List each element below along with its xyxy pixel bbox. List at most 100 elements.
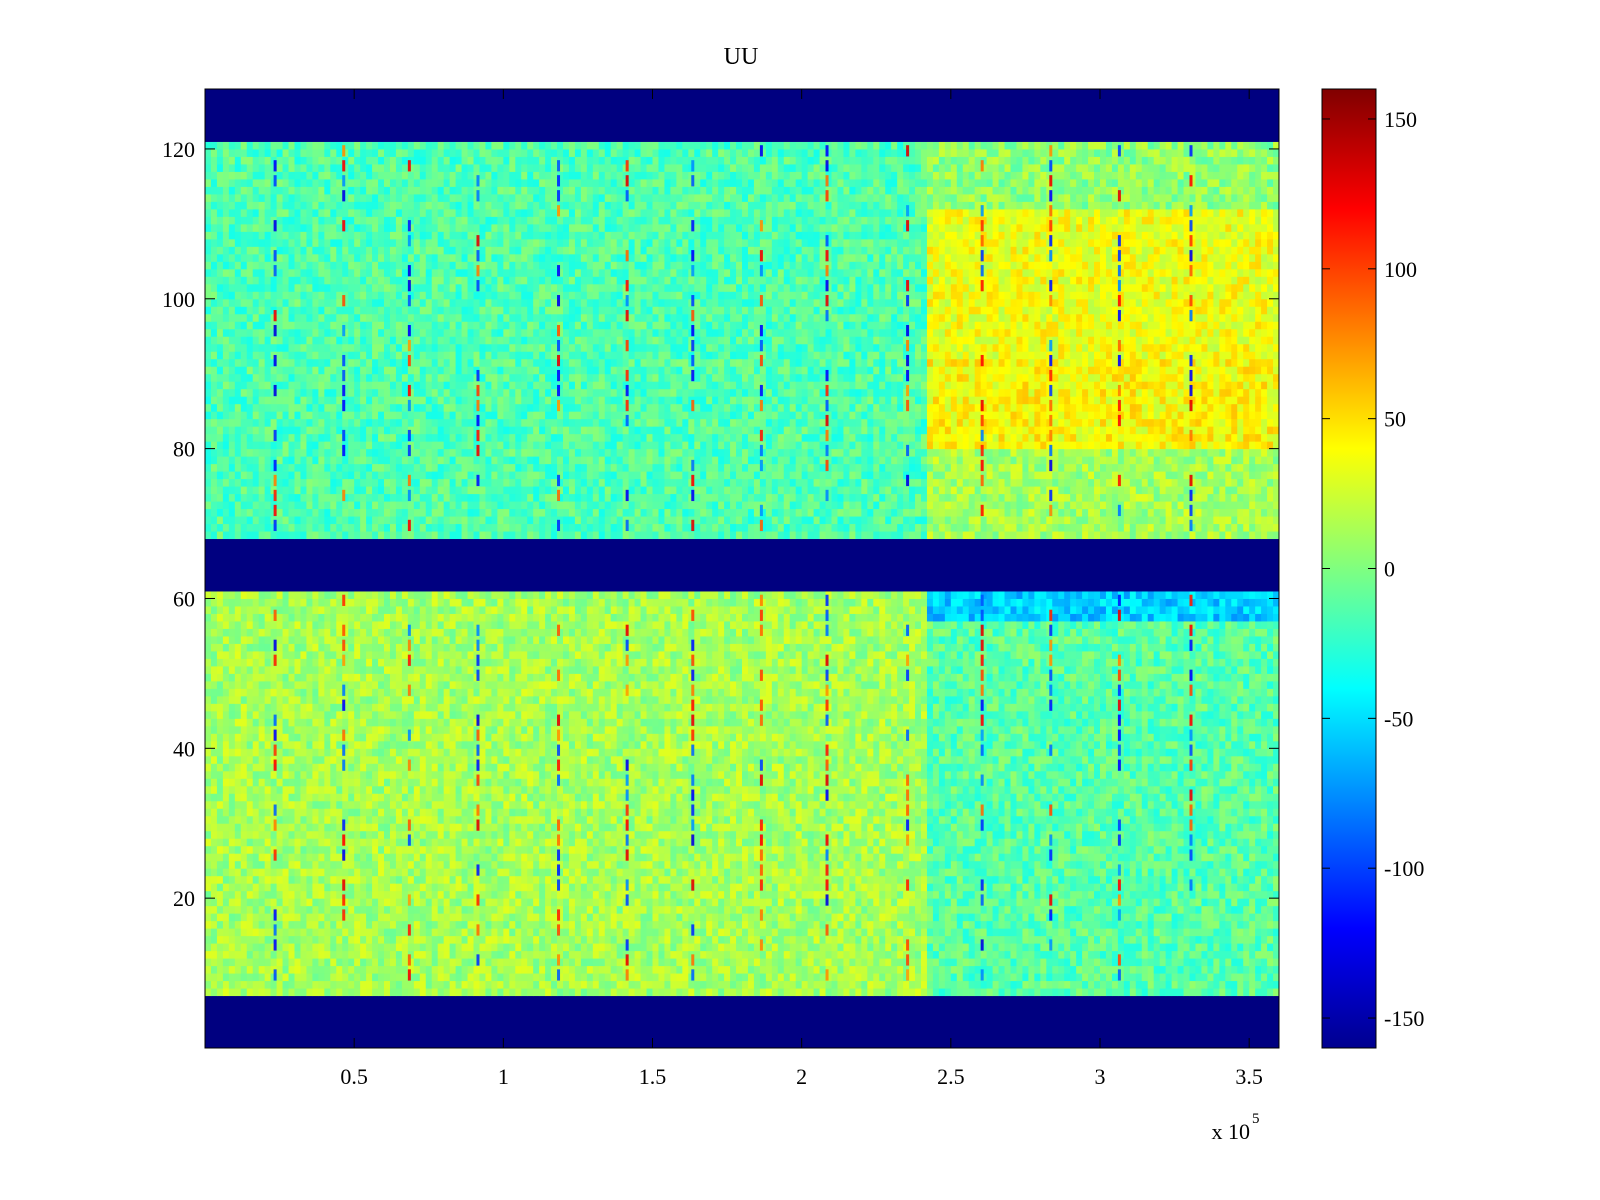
heatmap-cell [1111,823,1119,832]
heatmap-cell [712,830,719,839]
heatmap-cell [753,890,761,899]
heatmap-cell [1064,875,1071,884]
heatmap-cell [1225,890,1232,899]
heatmap-cell [1070,965,1077,974]
heatmap-cell [783,883,791,892]
heatmap-cell [1201,943,1208,952]
heatmap-cell [1273,988,1280,997]
heatmap-cell [228,830,236,839]
heatmap-cell [1105,808,1113,817]
heatmap-cell [312,890,319,899]
heatmap-cell [1207,815,1214,824]
heatmap-cell [837,875,844,884]
heatmap-cell [1105,830,1113,839]
heatmap-cell [646,868,653,877]
heatmap-cell [557,845,564,854]
heatmap-cell [342,943,349,952]
heatmap-cell [312,920,319,929]
heatmap-cell [962,860,970,869]
heatmap-cell [1159,890,1167,899]
heatmap-cell [855,988,862,997]
heatmap-cell [425,965,433,974]
heatmap-cell [1183,913,1190,922]
heatmap-cell [503,838,510,847]
heatmap-cell [837,958,844,967]
heatmap-cell [1225,913,1232,922]
heatmap-cell [545,905,552,914]
heatmap-cell [926,808,934,817]
heatmap-cell [736,868,743,877]
heatmap-cell [258,958,266,967]
heatmap-cell [795,950,803,959]
heatmap-cell [1177,965,1185,974]
heatmap-cell [873,838,880,847]
heatmap-cell [539,785,546,794]
heatmap-cell [825,823,832,832]
heatmap-cell [1082,958,1089,967]
heatmap-cell [1189,868,1196,877]
heatmap-cell [1255,898,1262,907]
heatmap-cell [401,943,409,952]
heatmap-cell [706,860,713,869]
heatmap-cell [1231,838,1238,847]
heatmap-cell [1076,973,1083,982]
heatmap-cell [348,950,355,959]
heatmap-cell [461,838,469,847]
heatmap-cell [670,800,677,809]
heatmap-cell [789,808,797,817]
heatmap-cell [1070,928,1077,937]
heatmap-cell [1153,928,1161,937]
heatmap-cell [1082,890,1089,899]
heatmap-cell [246,943,254,952]
heatmap-cell [915,830,922,839]
heatmap-cell [974,860,982,869]
heatmap-cell [509,928,516,937]
heatmap-cell [885,935,892,944]
heatmap-cell [1243,853,1250,862]
heatmap-cell [330,965,337,974]
heatmap-cell [801,913,809,922]
heatmap-cell [1129,838,1137,847]
heatmap-cell [1076,793,1083,802]
heatmap-cell [354,920,361,929]
heatmap-cell [461,823,469,832]
heatmap-cell [586,913,594,922]
heatmap-cell [921,913,928,922]
heatmap-cell [1195,973,1202,982]
heatmap-cell [1255,808,1262,817]
heatmap-cell [455,935,463,944]
heatmap-cell [276,943,284,952]
heatmap-cell [610,875,618,884]
heatmap-cell [771,920,779,929]
heatmap-cell [503,965,510,974]
heatmap-cell [425,830,433,839]
heatmap-cell [449,838,457,847]
heatmap-cell [1052,980,1059,989]
heatmap-cell [1165,845,1173,854]
heatmap-cell [724,875,731,884]
heatmap-cell [306,935,313,944]
heatmap-cell [384,815,391,824]
heatmap-cell [640,853,648,862]
heatmap-cell [282,800,290,809]
heatmap-cell [533,860,540,869]
heatmap-cell [1213,853,1220,862]
heatmap-cell [909,785,916,794]
heatmap-cell [706,958,713,967]
heatmap-cell [956,898,964,907]
heatmap-cell [598,935,606,944]
heatmap-cell [604,965,612,974]
heatmap-cell [1022,890,1029,899]
heatmap-cell [1231,875,1238,884]
heatmap-cell [998,943,1006,952]
heatmap-cell [521,980,528,989]
heatmap-cell [467,800,474,809]
heatmap-cell [664,950,671,959]
heatmap-cell [968,973,976,982]
heatmap-cell [658,935,665,944]
heatmap-cell [479,883,486,892]
heatmap-cell [378,920,385,929]
heatmap-cell [527,890,534,899]
heatmap-cell [395,943,403,952]
heatmap-cell [1016,845,1023,854]
